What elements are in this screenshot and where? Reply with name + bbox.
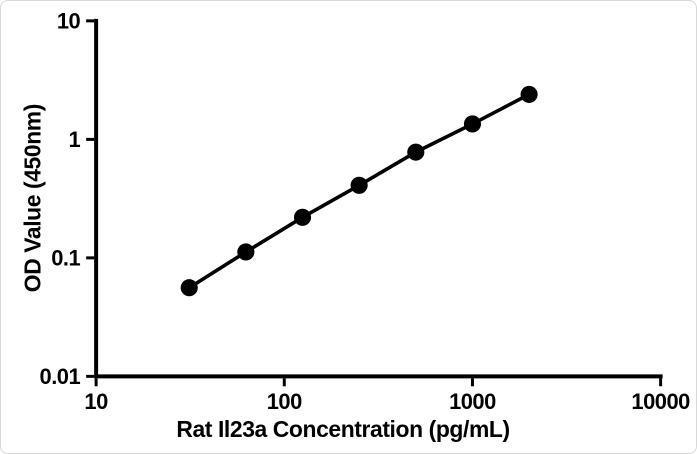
tick-marks [86,19,663,387]
x-tick-label: 10000 [631,389,690,414]
x-tick-label: 10 [84,389,108,414]
y-tick-label: 10 [57,9,81,34]
x-tick-label: 1000 [449,389,496,414]
data-point [293,208,312,226]
data-series [180,85,538,297]
y-tick-label: 1 [68,127,80,152]
tick-labels: 0.01 0.1 1 10 10 100 1000 10000 [40,9,691,415]
axis-spine [94,18,663,379]
data-point [350,176,368,194]
data-point [520,85,538,103]
x-tick-label: 100 [267,389,302,414]
y-tick-label: 0.1 [51,246,80,271]
data-point [237,243,255,261]
data-point [463,115,482,133]
axes [94,18,663,379]
data-point [180,279,198,297]
x-axis-title: Rat Il23a Concentration (pg/mL) [176,416,509,442]
data-point [407,143,425,161]
y-axis-title: OD Value (450nm) [19,104,45,292]
y-tick-label: 0.01 [40,364,81,389]
